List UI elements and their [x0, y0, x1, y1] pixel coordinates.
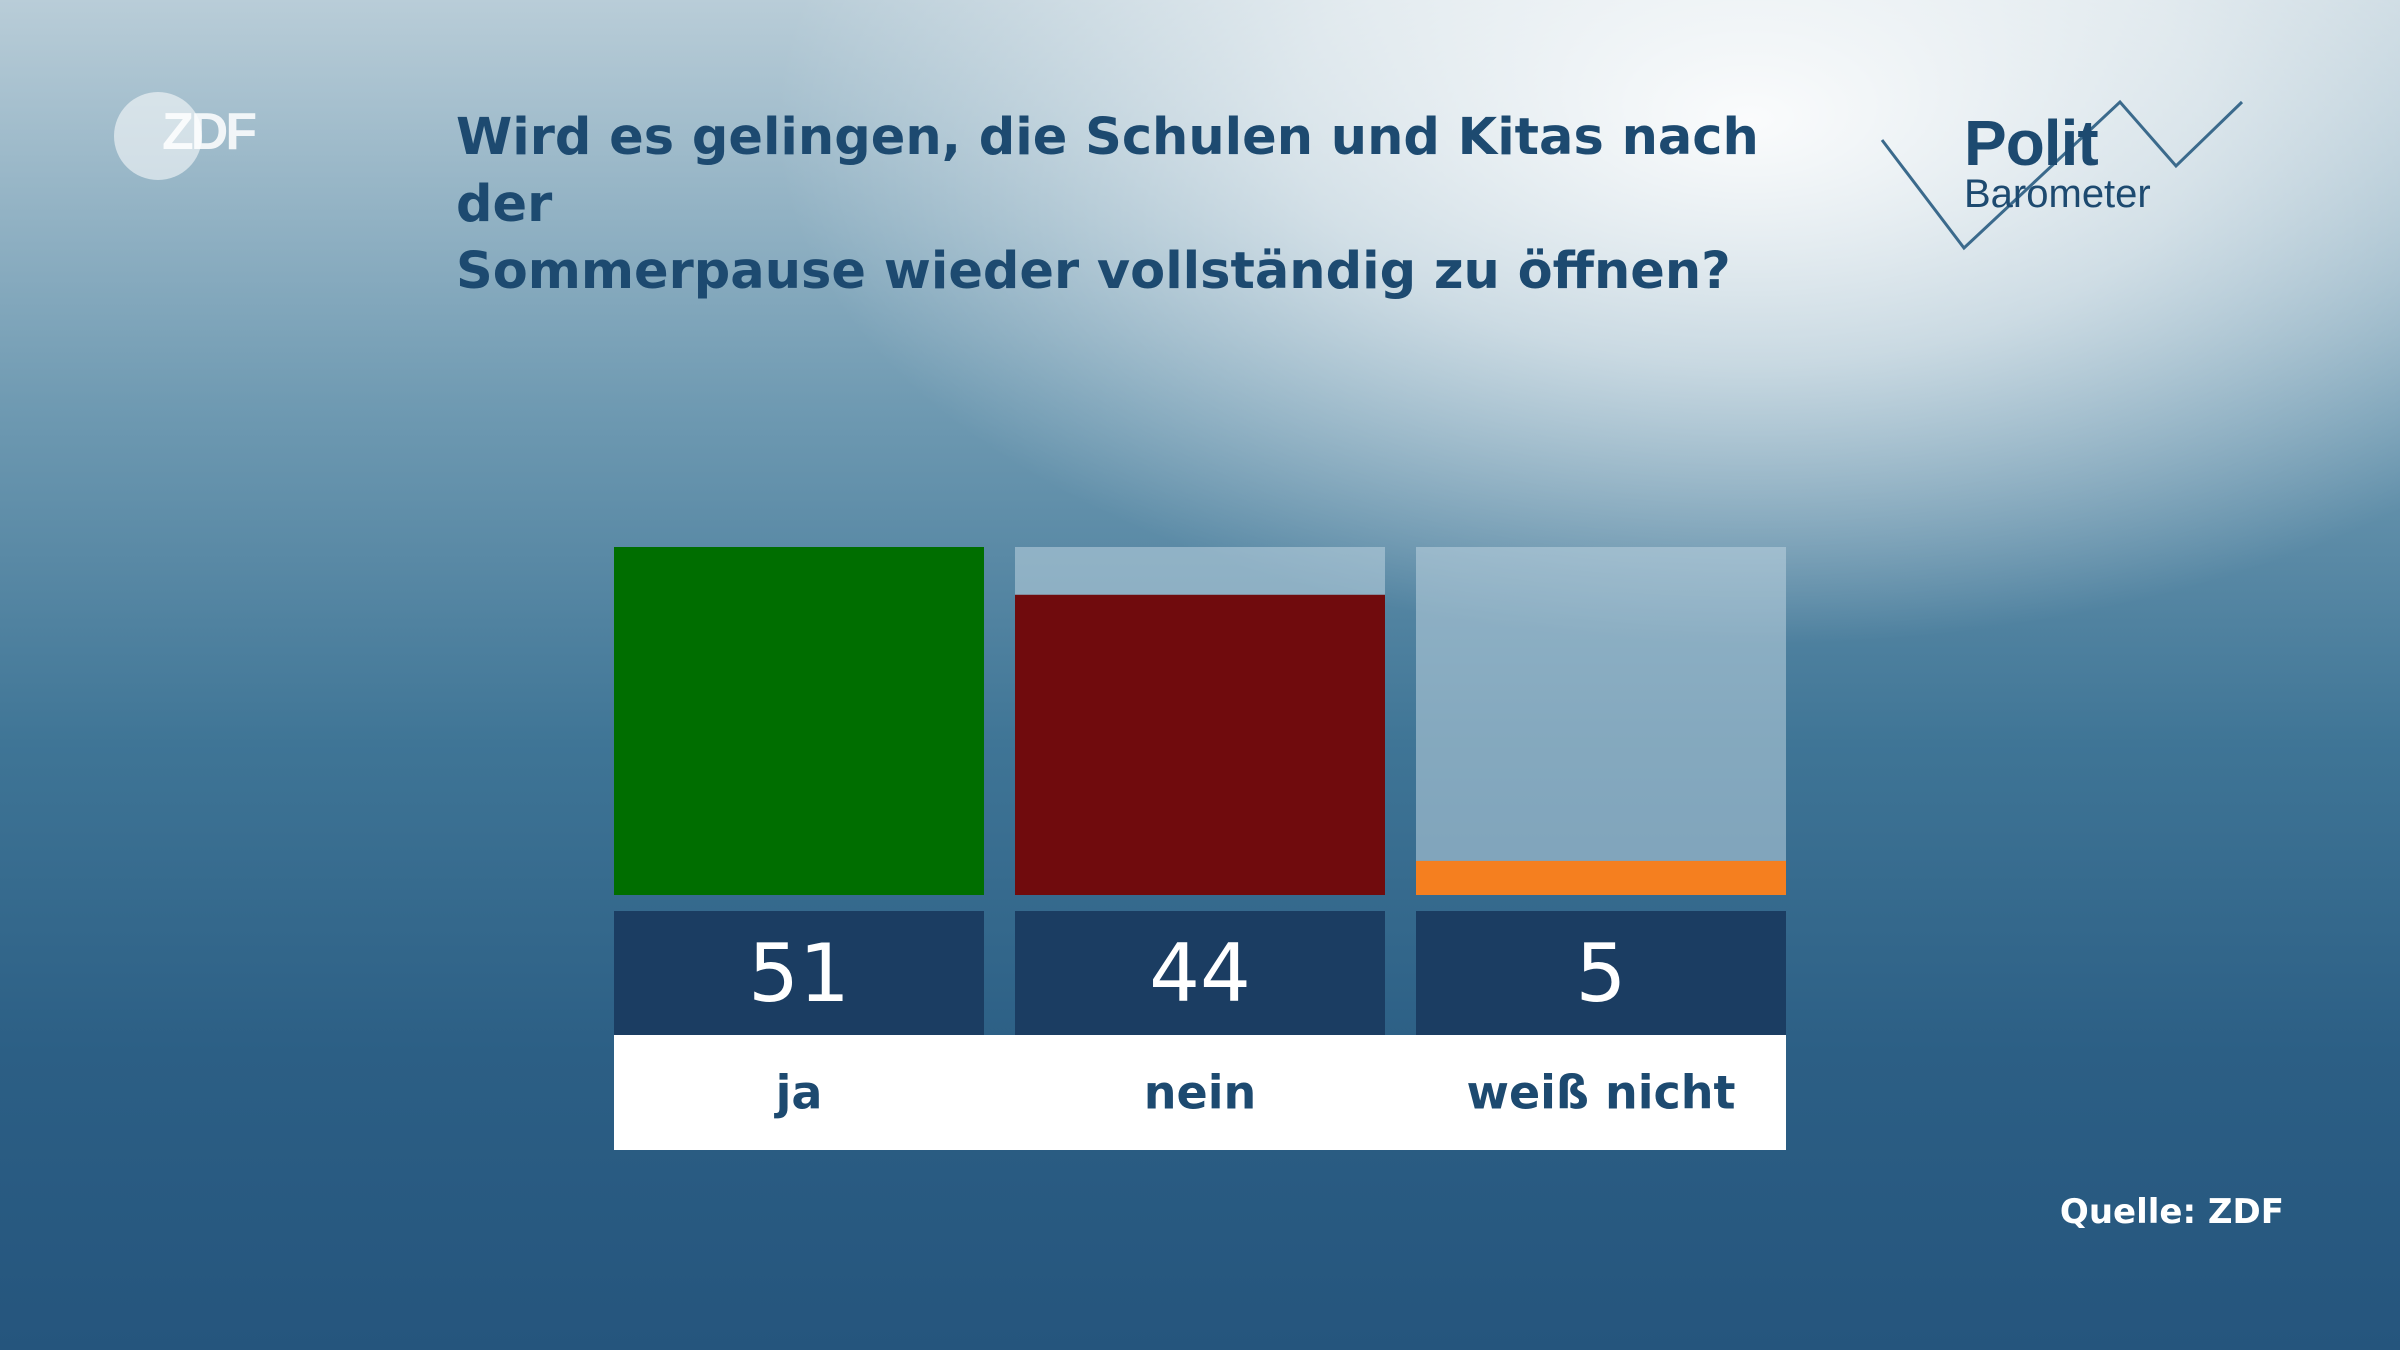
- zdf-logo-disc: [114, 92, 202, 180]
- source-note: Quelle: ZDF: [2059, 1192, 2284, 1232]
- bar-nein: [1015, 594, 1385, 895]
- category-label-nein: nein: [1144, 1066, 1256, 1120]
- value-box-nein: [1015, 911, 1385, 1035]
- chart-title-line-1: Wird es gelingen, die Schulen und Kitas …: [456, 108, 1759, 234]
- bar-weiss-nicht: [1416, 860, 1786, 895]
- category-label-strip: [614, 1035, 1786, 1150]
- value-box-ja: [614, 911, 984, 1035]
- politbarometer-zigzag-icon: [1880, 99, 2244, 251]
- category-label-ja: ja: [774, 1066, 823, 1120]
- politbarometer-logo: Polit Barometer: [1876, 96, 2256, 256]
- politbarometer-word-polit: Polit: [1964, 107, 2099, 179]
- zdf-logo-text: ZDF: [162, 103, 257, 161]
- data-label-weiss-nicht: 5: [1576, 927, 1627, 1020]
- chart-title: Wird es gelingen, die Schulen und Kitas …: [456, 104, 1856, 305]
- data-label-ja: 51: [748, 927, 850, 1020]
- bar-ja: [614, 547, 984, 895]
- chart-title-line-2: Sommerpause wieder vollständig zu öffnen…: [456, 242, 1731, 301]
- politbarometer-word-barometer: Barometer: [1964, 172, 2151, 216]
- value-box-weiss-nicht: [1416, 911, 1786, 1035]
- zdf-logo: ZDF: [112, 88, 272, 184]
- bar-track-weiss-nicht: [1416, 547, 1786, 895]
- data-label-nein: 44: [1149, 927, 1251, 1020]
- category-label-weiss-nicht: weiß nicht: [1466, 1066, 1735, 1120]
